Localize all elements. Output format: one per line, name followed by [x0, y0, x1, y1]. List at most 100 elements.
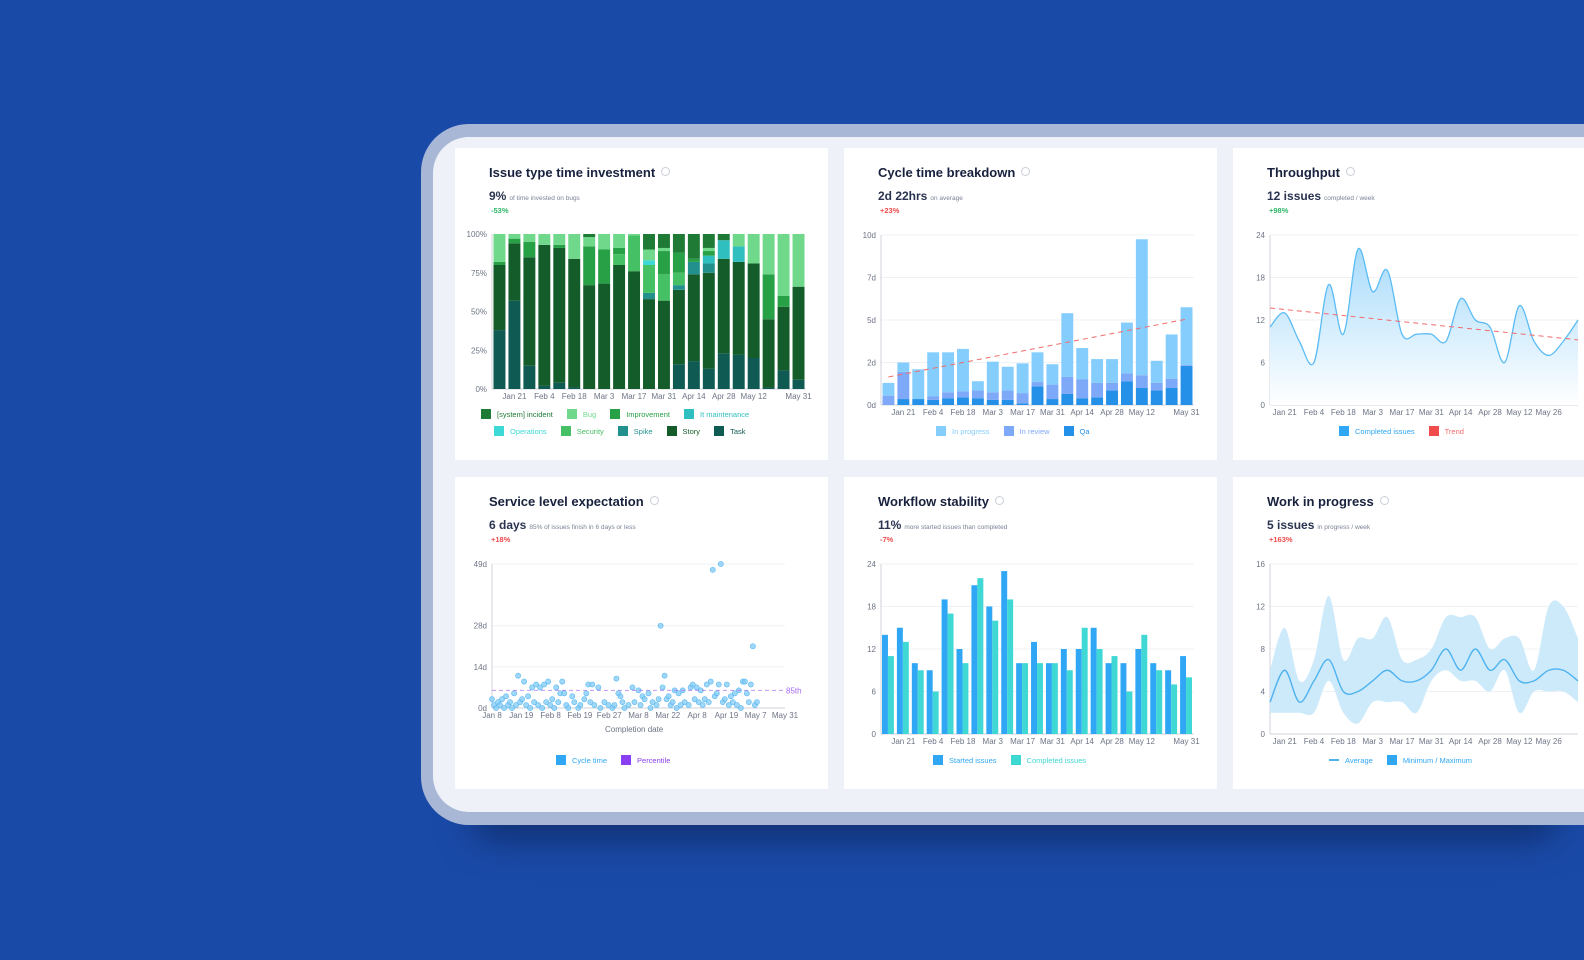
card-issue-type-time-investment: Issue type time investment 9% of time inv…	[455, 148, 828, 460]
bar-segment	[687, 261, 700, 275]
data-point	[745, 699, 752, 706]
bar-segment	[882, 382, 895, 396]
legend-item[interactable]: Trend	[1428, 426, 1464, 436]
x-tick-label: Jan 21	[891, 737, 916, 746]
bar-segment	[568, 387, 581, 389]
data-point	[653, 702, 660, 708]
legend-item[interactable]: Operations	[494, 426, 547, 436]
bar-segment	[643, 299, 655, 389]
legend-item[interactable]: Started issues	[933, 755, 997, 765]
data-point	[641, 696, 648, 703]
bar-segment	[1165, 334, 1178, 379]
legend-item[interactable]: Task	[714, 426, 745, 436]
x-tick-label: Jan 21	[1273, 408, 1298, 417]
data-point	[521, 678, 528, 685]
data-point	[501, 705, 507, 711]
legend-item[interactable]: Security	[560, 426, 604, 436]
card-title: Service level expectation	[489, 494, 644, 509]
bar-segment	[493, 330, 506, 389]
x-tick-label: Jan 8	[482, 711, 502, 720]
x-tick-label: Apr 14	[682, 392, 706, 401]
bar-segment	[762, 234, 775, 275]
data-point	[551, 705, 558, 711]
bar-segment	[762, 387, 775, 389]
legend-item[interactable]: It maintenance	[684, 409, 749, 419]
data-point	[725, 702, 732, 708]
bar	[986, 606, 993, 734]
legend: Average Minimum / Maximum	[1329, 755, 1472, 765]
legend-item[interactable]: In progress	[936, 426, 990, 436]
data-point	[513, 702, 519, 708]
bar-segment	[553, 247, 566, 383]
legend-item[interactable]: Percentile	[621, 755, 670, 765]
y-tick-label: 24	[867, 560, 876, 569]
info-icon[interactable]	[661, 167, 671, 176]
kpi: 11% more started issues than completed	[878, 516, 1007, 534]
y-tick-label: 49d	[474, 560, 487, 569]
x-tick-label: Feb 4	[923, 408, 944, 417]
y-tick-label: 18	[867, 603, 876, 612]
percentile-label: 85th	[786, 686, 802, 695]
bar-segment	[1046, 384, 1059, 400]
data-point	[715, 681, 722, 688]
x-tick-label: Feb 18	[1331, 408, 1356, 417]
throughput-chart: 0 6 12 18 24 Jan 21 Feb 4 Feb 18 Mar 3 Mar 17 Mar …	[1256, 231, 1579, 417]
x-tick-label: May 12	[741, 392, 768, 401]
info-icon[interactable]	[1021, 167, 1031, 176]
legend-item[interactable]: Bug	[566, 409, 596, 419]
data-point	[673, 705, 680, 711]
kpi-note: completed / week	[1324, 195, 1375, 202]
y-tick-label: 5d	[867, 316, 876, 325]
data-point	[533, 681, 540, 688]
bar-segment	[628, 271, 641, 389]
legend-item[interactable]: [system] incident	[481, 409, 553, 419]
bar-segment	[747, 263, 760, 358]
data-point	[631, 699, 638, 706]
data-point	[511, 690, 517, 697]
bar-segment	[1120, 373, 1133, 382]
bar	[1090, 627, 1097, 734]
data-point	[503, 693, 509, 700]
y-tick-label: 6	[872, 688, 877, 697]
legend-item[interactable]: Improvement	[610, 409, 670, 419]
bar	[1045, 663, 1052, 734]
legend-item[interactable]: Average	[1329, 755, 1373, 765]
legend-item[interactable]: Qa	[1063, 426, 1090, 436]
info-icon[interactable]	[1379, 496, 1389, 505]
legend-item[interactable]: Spike	[617, 426, 653, 436]
info-icon[interactable]	[995, 496, 1004, 505]
bar-segment	[792, 234, 805, 287]
bar-segment	[1031, 382, 1044, 387]
bar-segment	[986, 361, 999, 393]
bar	[1001, 571, 1008, 734]
data-point	[677, 702, 684, 708]
data-point	[541, 681, 548, 688]
data-point	[657, 622, 664, 629]
legend-item[interactable]: Minimum / Maximum	[1386, 755, 1472, 765]
data-point	[689, 681, 696, 688]
bar	[1126, 691, 1133, 734]
legend-item[interactable]: Completed issues	[1010, 755, 1086, 765]
bar	[917, 670, 924, 734]
legend-item[interactable]: In review	[1003, 426, 1050, 436]
bar-segment	[777, 296, 790, 307]
info-icon[interactable]	[649, 496, 659, 505]
y-tick-label: 7d	[867, 274, 876, 283]
legend-item[interactable]: Completed issues	[1339, 426, 1415, 436]
y-tick-label: 18	[1256, 274, 1265, 283]
data-point	[589, 681, 596, 688]
data-point	[737, 705, 744, 711]
bar-segment	[672, 364, 685, 389]
bar	[1031, 641, 1037, 734]
info-icon[interactable]	[1345, 167, 1355, 176]
legend-item[interactable]: Story	[666, 426, 700, 436]
data-point	[555, 699, 562, 706]
bar-segment	[1180, 365, 1193, 405]
bar-segment	[717, 240, 730, 259]
x-tick-label: Apr 14	[1070, 408, 1094, 417]
legend-item[interactable]: Cycle time	[556, 755, 607, 765]
bar-segment	[897, 362, 910, 372]
bar-segment	[583, 237, 596, 247]
data-point	[601, 699, 608, 706]
data-point	[659, 684, 666, 691]
